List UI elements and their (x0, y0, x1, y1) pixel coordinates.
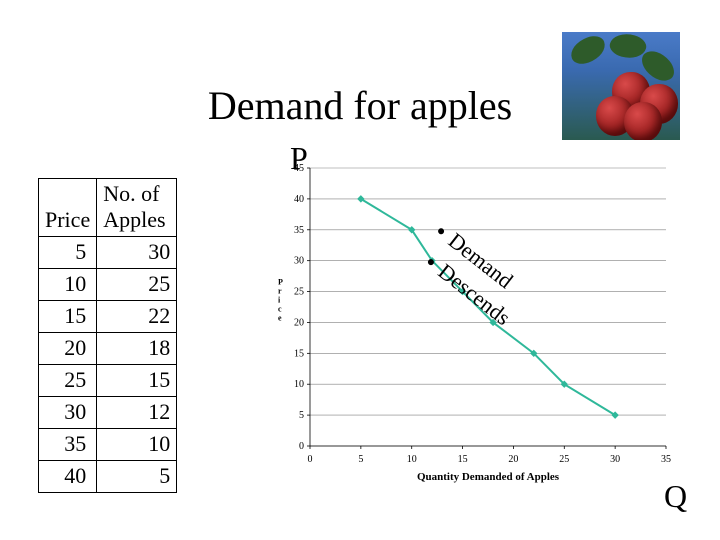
table-row: 1025 (39, 269, 177, 301)
svg-text:35: 35 (294, 225, 304, 236)
table-cell: 5 (39, 237, 97, 269)
demand-chart: 0 5 10 15 20 25 30 35 40 45 0 5 10 15 20 25 30 35 Quantity… (272, 160, 682, 490)
svg-text:20: 20 (294, 317, 304, 328)
table-header-row: Price No. of Apples (39, 179, 177, 237)
svg-text:25: 25 (559, 454, 569, 465)
table-cell: 15 (39, 301, 97, 333)
col-header-price: Price (39, 179, 97, 237)
table-row: 1522 (39, 301, 177, 333)
svg-text:10: 10 (294, 379, 304, 390)
svg-text:0: 0 (299, 441, 304, 452)
svg-text:c: c (278, 305, 282, 314)
table-cell: 18 (97, 333, 177, 365)
svg-text:30: 30 (294, 256, 304, 267)
table-cell: 20 (39, 333, 97, 365)
table-cell: 10 (39, 269, 97, 301)
svg-text:25: 25 (294, 287, 304, 298)
table-row: 3012 (39, 397, 177, 429)
table-cell: 15 (97, 365, 177, 397)
table-cell: 40 (39, 461, 97, 493)
svg-text:e: e (278, 314, 282, 323)
table-cell: 10 (97, 429, 177, 461)
svg-text:20: 20 (508, 454, 518, 465)
svg-text:5: 5 (299, 410, 304, 421)
demand-table: Price No. of Apples 53010251522201825153… (38, 178, 177, 493)
svg-text:35: 35 (661, 454, 671, 465)
chart-xlabel: Quantity Demanded of Apples (417, 471, 560, 483)
table-row: 405 (39, 461, 177, 493)
svg-text:r: r (278, 287, 282, 296)
table-cell: 30 (97, 237, 177, 269)
svg-text:15: 15 (294, 348, 304, 359)
table-row: 2515 (39, 365, 177, 397)
svg-text:40: 40 (294, 194, 304, 205)
svg-text:10: 10 (407, 454, 417, 465)
svg-text:P: P (278, 278, 283, 287)
apple-photo (562, 32, 680, 140)
svg-text:0: 0 (308, 454, 313, 465)
svg-text:5: 5 (358, 454, 363, 465)
svg-text:45: 45 (294, 163, 304, 174)
table-cell: 25 (39, 365, 97, 397)
table-row: 3510 (39, 429, 177, 461)
col-header-apples: No. of Apples (97, 179, 177, 237)
table-cell: 25 (97, 269, 177, 301)
table-cell: 22 (97, 301, 177, 333)
svg-text:15: 15 (458, 454, 468, 465)
table-cell: 12 (97, 397, 177, 429)
svg-text:30: 30 (610, 454, 620, 465)
table-row: 530 (39, 237, 177, 269)
table-cell: 5 (97, 461, 177, 493)
table-cell: 35 (39, 429, 97, 461)
table-row: 2018 (39, 333, 177, 365)
table-cell: 30 (39, 397, 97, 429)
svg-text:i: i (278, 296, 281, 305)
